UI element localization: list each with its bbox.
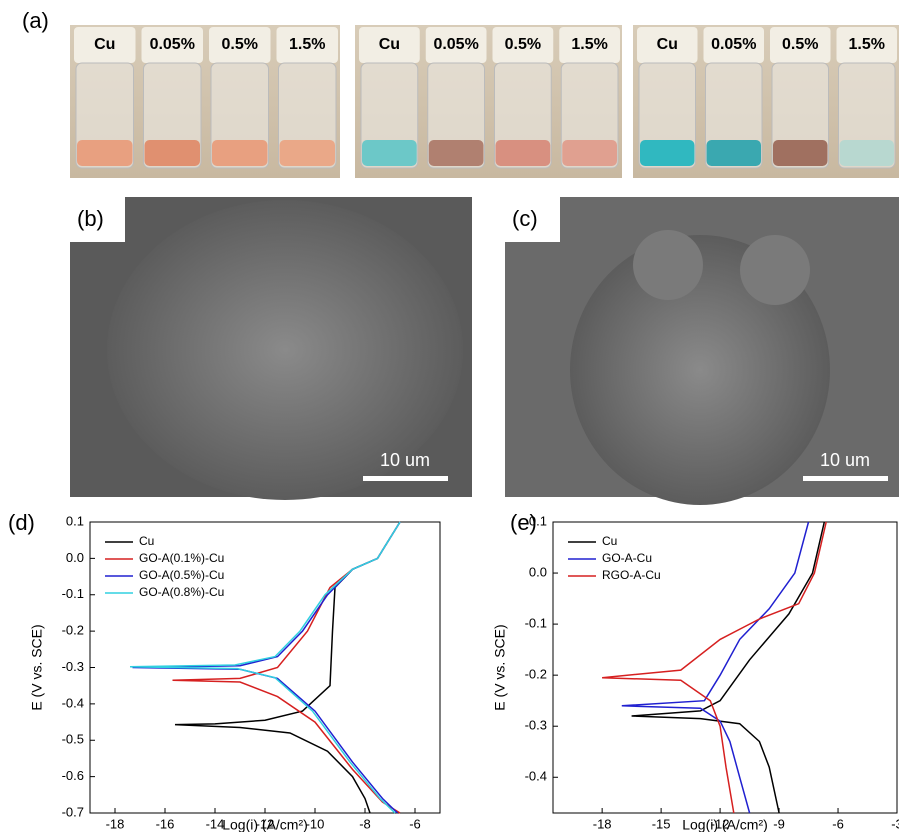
vial-label: 0.5% <box>222 36 258 53</box>
legend-label: Cu <box>139 534 154 548</box>
y-tick-label: -0.7 <box>62 804 84 819</box>
x-axis-label: Log(i) (A/cm²) <box>682 817 768 832</box>
y-tick-label: 0.0 <box>66 550 84 565</box>
y-tick-label: -0.1 <box>525 616 547 631</box>
vial-label: 1.5% <box>849 36 885 53</box>
y-tick-label: 0.1 <box>66 513 84 528</box>
vial-liquid <box>707 140 762 166</box>
x-tick-label: -15 <box>652 816 671 831</box>
photo-row: Cu 0.05% 0.5% 1.5% Cu 0.05% 0.5% 1.5% Cu 0.05% 0.5… <box>70 25 899 178</box>
legend-label: Cu <box>602 534 617 548</box>
vial-label: 1.5% <box>289 36 325 53</box>
series-line <box>130 522 400 813</box>
vial-label: Cu <box>657 36 678 53</box>
vial-liquid <box>496 140 551 166</box>
vial-label: 1.5% <box>571 36 607 53</box>
x-tick-label: -9 <box>773 816 785 831</box>
vial-liquid <box>773 140 828 166</box>
y-tick-label: -0.3 <box>62 659 84 674</box>
particle-lobe <box>740 235 810 305</box>
vial-label: Cu <box>379 36 400 53</box>
vial-liquid <box>429 140 484 166</box>
legend-label: RGO-A-Cu <box>602 568 661 582</box>
scale-bar-label: 10 um <box>380 450 430 470</box>
y-axis-label: E (V vs. SCE) <box>492 624 508 710</box>
x-tick-label: -3 <box>891 816 899 831</box>
y-tick-label: -0.2 <box>525 667 547 682</box>
vial-liquid <box>280 140 336 166</box>
vial-label: 0.05% <box>711 36 756 53</box>
vial-liquid <box>840 140 895 166</box>
y-tick-label: -0.4 <box>62 695 84 710</box>
vial-liquid <box>145 140 201 166</box>
x-tick-label: -18 <box>106 816 125 831</box>
x-tick-label: -6 <box>409 816 421 831</box>
series-line <box>632 522 825 813</box>
x-tick-label: -18 <box>593 816 612 831</box>
panel-label: (a) <box>22 8 49 33</box>
vial-label: Cu <box>94 36 115 53</box>
legend-label: GO-A(0.1%)-Cu <box>139 551 224 565</box>
legend-label: GO-A-Cu <box>602 551 652 565</box>
y-tick-label: -0.4 <box>525 769 547 784</box>
y-tick-label: -0.1 <box>62 586 84 601</box>
vial-liquid <box>362 140 417 166</box>
x-tick-label: -8 <box>359 816 371 831</box>
series-line <box>602 522 826 813</box>
x-tick-label: -10 <box>306 816 325 831</box>
vial-label: 0.05% <box>433 36 478 53</box>
vial-liquid <box>212 140 268 166</box>
vial-label: 0.5% <box>505 36 541 53</box>
particle-lobe <box>633 230 703 300</box>
panel-label: (c) <box>512 206 538 231</box>
vial-label: 0.05% <box>150 36 195 53</box>
figure: (a) Cu 0.05% 0.5% 1.5% Cu 0.05% 0.5% 1.5% Cu 0.05… <box>0 0 899 832</box>
vial-liquid <box>640 140 695 166</box>
y-tick-label: -0.5 <box>62 732 84 747</box>
y-tick-label: -0.6 <box>62 768 84 783</box>
y-tick-label: 0.0 <box>529 564 547 579</box>
scale-bar <box>803 476 888 481</box>
y-axis-label: E (V vs. SCE) <box>29 624 45 710</box>
vial-liquid <box>562 140 617 166</box>
scale-bar-label: 10 um <box>820 450 870 470</box>
legend-label: GO-A(0.8%)-Cu <box>139 585 224 599</box>
y-tick-label: 0.1 <box>529 513 547 528</box>
panel-label: (d) <box>8 510 35 535</box>
series-line <box>622 522 809 813</box>
scale-bar <box>363 476 448 481</box>
y-tick-label: -0.2 <box>62 623 84 638</box>
legend-label: GO-A(0.5%)-Cu <box>139 568 224 582</box>
y-tick-label: -0.3 <box>525 718 547 733</box>
x-axis-label: Log(i) (A/cm²) <box>222 817 308 832</box>
vial-label: 0.5% <box>782 36 818 53</box>
panel-label: (b) <box>77 206 104 231</box>
vial-liquid <box>77 140 133 166</box>
x-tick-label: -16 <box>156 816 175 831</box>
x-tick-label: -6 <box>832 816 844 831</box>
